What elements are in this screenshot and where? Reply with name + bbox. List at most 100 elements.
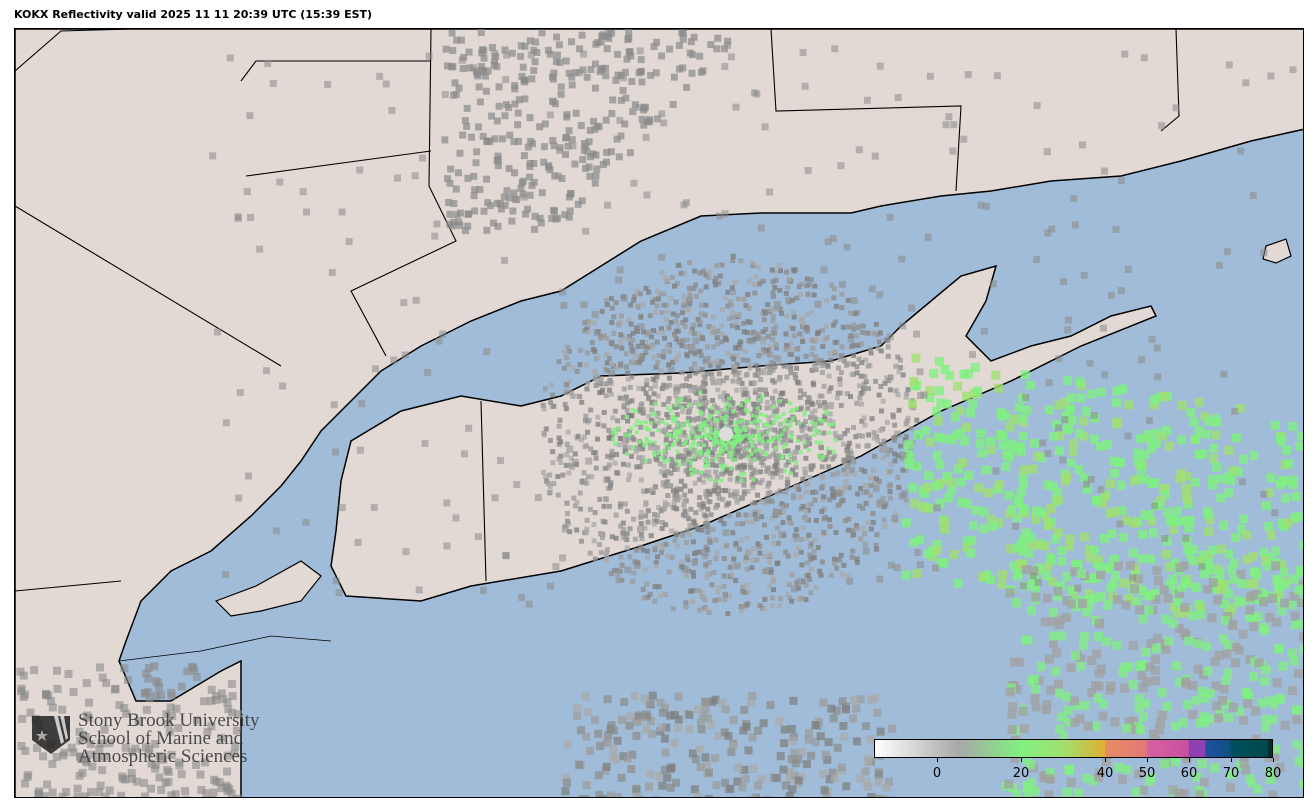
radar-echo-cell bbox=[781, 436, 787, 442]
radar-echo-cell bbox=[847, 335, 855, 343]
radar-echo-cell bbox=[203, 728, 212, 737]
radar-echo-cell bbox=[643, 419, 648, 424]
radar-echo-cell bbox=[578, 437, 584, 443]
radar-map[interactable] bbox=[14, 28, 1304, 798]
radar-echo-cell bbox=[744, 519, 750, 525]
radar-echo-cell bbox=[1296, 619, 1303, 629]
radar-echo-cell bbox=[155, 683, 164, 692]
radar-echo-cell bbox=[856, 774, 865, 783]
radar-echo-cell bbox=[738, 604, 744, 610]
radar-echo-cell bbox=[817, 568, 823, 574]
radar-echo-cell bbox=[738, 346, 744, 352]
radar-echo-cell bbox=[773, 446, 778, 451]
radar-echo-cell bbox=[412, 296, 420, 304]
radar-echo-cell bbox=[850, 548, 856, 554]
radar-echo-cell bbox=[802, 466, 808, 472]
radar-echo-cell bbox=[807, 576, 813, 582]
radar-echo-cell bbox=[770, 318, 776, 324]
radar-echo-cell bbox=[622, 94, 630, 102]
radar-echo-cell bbox=[876, 291, 884, 299]
radar-echo-cell bbox=[563, 406, 569, 412]
radar-echo-cell bbox=[575, 69, 583, 77]
radar-echo-cell bbox=[646, 289, 652, 295]
radar-echo-cell bbox=[524, 205, 532, 213]
radar-echo-cell bbox=[222, 419, 230, 427]
radar-echo-cell bbox=[629, 108, 637, 116]
radar-echo-cell bbox=[878, 383, 884, 389]
radar-echo-cell bbox=[628, 344, 634, 350]
radar-echo-cell bbox=[582, 164, 590, 172]
radar-echo-cell bbox=[677, 432, 683, 438]
radar-echo-cell bbox=[553, 51, 561, 59]
radar-echo-cell bbox=[550, 142, 558, 150]
radar-echo-cell bbox=[534, 494, 542, 502]
radar-echo-cell bbox=[564, 355, 570, 361]
radar-echo-cell bbox=[48, 760, 57, 769]
radar-echo-cell bbox=[475, 83, 483, 91]
radar-echo-cell bbox=[606, 387, 612, 393]
radar-echo-cell bbox=[690, 435, 696, 441]
radar-echo-cell bbox=[207, 722, 216, 731]
radar-echo-cell bbox=[707, 419, 713, 425]
radar-echo-cell bbox=[435, 337, 443, 345]
radar-echo-cell bbox=[1044, 774, 1054, 784]
radar-echo-cell bbox=[998, 431, 1008, 441]
radar-echo-cell bbox=[758, 377, 764, 383]
radar-echo-cell bbox=[1122, 765, 1132, 775]
radar-echo-cell bbox=[676, 398, 681, 403]
radar-echo-cell bbox=[609, 448, 615, 454]
radar-echo-cell bbox=[1025, 380, 1035, 390]
radar-echo-cell bbox=[550, 392, 556, 398]
radar-echo-cell bbox=[1094, 561, 1104, 571]
radar-echo-cell bbox=[754, 363, 760, 369]
radar-echo-cell bbox=[645, 508, 651, 514]
radar-echo-cell bbox=[1068, 447, 1078, 457]
radar-echo-cell bbox=[564, 142, 572, 150]
radar-echo-cell bbox=[627, 765, 636, 774]
radar-echo-cell bbox=[956, 477, 966, 487]
radar-echo-cell bbox=[630, 578, 636, 584]
radar-echo-cell bbox=[652, 450, 657, 455]
radar-echo-cell bbox=[803, 353, 809, 359]
radar-echo-cell bbox=[1046, 553, 1056, 563]
radar-echo-cell bbox=[842, 358, 848, 364]
radar-echo-cell bbox=[860, 505, 866, 511]
radar-echo-cell bbox=[790, 416, 795, 421]
radar-echo-cell bbox=[844, 391, 850, 397]
radar-echo-cell bbox=[692, 480, 698, 486]
radar-echo-cell bbox=[874, 768, 883, 777]
radar-echo-cell bbox=[655, 410, 661, 416]
radar-echo-cell bbox=[1055, 615, 1065, 625]
radar-echo-cell bbox=[868, 526, 874, 532]
radar-echo-cell bbox=[831, 449, 836, 454]
radar-echo-cell bbox=[704, 606, 710, 612]
radar-echo-cell bbox=[779, 455, 784, 460]
radar-echo-cell bbox=[856, 695, 865, 704]
radar-echo-cell bbox=[807, 552, 813, 558]
radar-echo-cell bbox=[715, 410, 720, 415]
radar-echo-cell bbox=[1158, 710, 1168, 720]
radar-echo-cell bbox=[1145, 776, 1155, 786]
radar-echo-cell bbox=[1201, 429, 1211, 439]
radar-echo-cell bbox=[586, 474, 592, 480]
radar-echo-cell bbox=[714, 433, 719, 438]
radar-echo-cell bbox=[1094, 772, 1104, 782]
radar-echo-cell bbox=[628, 426, 633, 431]
radar-echo-cell bbox=[676, 352, 682, 358]
radar-echo-cell bbox=[918, 502, 928, 512]
radar-echo-cell bbox=[601, 409, 607, 415]
radar-echo-cell bbox=[1231, 407, 1239, 415]
radar-echo-cell bbox=[358, 400, 366, 408]
radar-echo-cell bbox=[1134, 769, 1144, 779]
radar-echo-cell bbox=[1066, 663, 1076, 673]
radar-echo-cell bbox=[704, 469, 712, 477]
radar-echo-cell bbox=[869, 416, 875, 422]
radar-echo-cell bbox=[1264, 766, 1274, 776]
radar-echo-cell bbox=[622, 444, 628, 450]
radar-echo-cell bbox=[302, 208, 310, 216]
radar-echo-cell bbox=[710, 398, 716, 404]
radar-echo-cell bbox=[884, 777, 893, 786]
radar-echo-cell bbox=[1172, 506, 1182, 516]
radar-echo-cell bbox=[1265, 613, 1275, 623]
radar-echo-cell bbox=[1110, 554, 1120, 564]
